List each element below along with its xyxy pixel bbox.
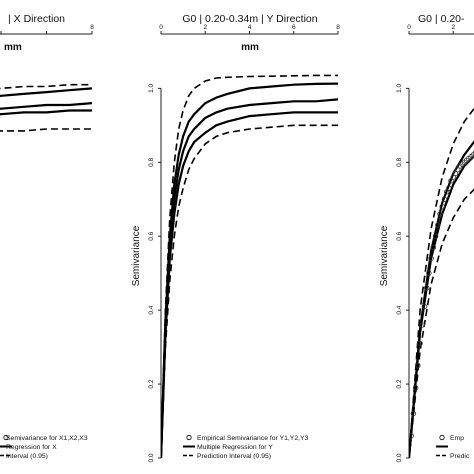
x-tick-label: 2	[203, 24, 207, 31]
legend-label: Emp	[450, 435, 464, 442]
y-tick-label: 0.2	[148, 379, 155, 388]
y-axis-label: Semivariance	[379, 225, 390, 286]
legend-label: Regression for X	[6, 444, 57, 451]
legend-label: Predic	[450, 453, 470, 460]
empirical-point	[410, 410, 417, 417]
x-tick-label: 4	[248, 24, 252, 31]
y-tick-label: 0.8	[396, 157, 403, 166]
empirical-point	[437, 211, 443, 217]
regression-line-2	[409, 154, 474, 459]
y-axis-label: Semivariance	[131, 225, 142, 286]
empirical-point	[417, 340, 423, 347]
legend-label: Interval (0.95)	[6, 453, 48, 460]
y-tick-label: 0.4	[148, 305, 155, 314]
empirical-point	[446, 185, 452, 191]
plot-area	[0, 83, 92, 132]
empirical-point	[421, 303, 428, 310]
y-tick-label: 1.0	[396, 83, 403, 92]
y-tick-label: 0.4	[396, 305, 403, 314]
y-tick-label: 0.8	[148, 157, 155, 166]
x-tick-label: 8	[336, 24, 340, 31]
prediction-interval-line-5	[161, 124, 338, 459]
empirical-point	[432, 233, 439, 239]
regression-line-3	[161, 111, 338, 459]
x-axis-label: mm	[4, 42, 22, 53]
x-tick-label: 0	[159, 24, 163, 31]
legend-marker-circle	[439, 434, 445, 441]
empirical-point	[415, 362, 421, 369]
x-axis-label: mm	[241, 42, 259, 53]
regression-line-2	[0, 87, 92, 98]
y-tick-label: 0.2	[396, 379, 403, 388]
y-tick-label: 0.0	[148, 453, 155, 462]
chart-panel-2: G0 | 0.20-0.34m | Y Direction 0 2 4 6 8 mm 0.0 0…	[131, 13, 340, 463]
plot-area	[161, 74, 338, 459]
empirical-point	[430, 244, 437, 251]
y-tick-label: 0.6	[148, 231, 155, 240]
x-tick-label: 0	[407, 24, 411, 31]
empirical-point	[441, 196, 448, 202]
chart-title: G0 | 0.20-	[418, 13, 465, 25]
empirical-point	[409, 433, 414, 439]
x-tick-label: 6	[292, 24, 296, 31]
legend-label: Multiple Regression for Y	[197, 444, 273, 451]
empirical-point	[428, 255, 434, 262]
y-tick-label: 0.0	[396, 453, 403, 462]
y-tick-label: 1.0	[148, 83, 155, 92]
legend-label: Empirical Semivariance for Y1,Y2,Y3	[197, 435, 309, 442]
legend: Semivariance for X1,X2,X3 Regression for …	[0, 434, 88, 460]
empirical-point	[424, 285, 430, 291]
x-tick-label: 2	[451, 24, 455, 31]
x-tick-label: 8	[90, 24, 94, 31]
chart-panel-3: G0 | 0.20- 0 2 0.0 0.2 0.4 0.6 0.8 1.0 Semivarian…	[379, 13, 474, 463]
plot-area	[409, 107, 474, 459]
empirical-point	[435, 222, 441, 228]
chart-title: G0 | 0.20-0.34m | Y Direction	[182, 13, 317, 25]
y-tick-label: 0.6	[396, 231, 403, 240]
regression-line-1	[409, 140, 474, 459]
regression-line-3	[0, 109, 92, 116]
empirical-point	[412, 385, 419, 391]
prediction-interval-line-4	[161, 74, 338, 459]
regression-line-1	[0, 102, 92, 110]
empirical-point	[472, 150, 474, 156]
empirical-point	[419, 322, 425, 328]
legend-label: Semivariance for X1,X2,X3	[6, 435, 88, 442]
empirical-point	[426, 270, 432, 276]
chart-panel-1: | X Direction 8 mm Semivariance for X1,X2,X…	[0, 13, 94, 460]
prediction-interval-line-3	[409, 107, 474, 459]
chart-title: | X Direction	[8, 13, 65, 25]
prediction-interval-line-5	[0, 128, 92, 132]
legend-label: Prediction Interval (0.95)	[197, 453, 271, 460]
empirical-point	[439, 203, 445, 210]
regression-line-2	[161, 82, 338, 459]
legend-marker-circle	[186, 434, 192, 441]
legend: Emp Predic	[436, 434, 470, 460]
legend: Empirical Semivariance for Y1,Y2,Y3 Multi…	[183, 434, 309, 460]
regression-line-1	[161, 98, 338, 459]
prediction-interval-line-4	[0, 83, 92, 90]
legend-marker-circle	[3, 434, 9, 441]
